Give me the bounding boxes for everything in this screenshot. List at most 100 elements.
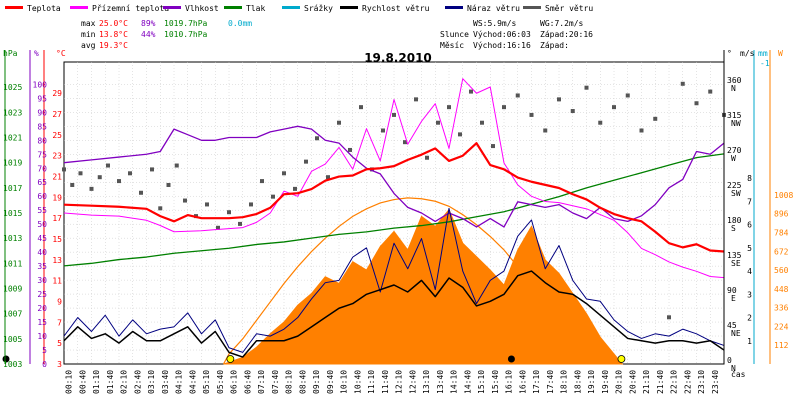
tick-direction-name: N [731,364,736,373]
tick-direction-name: SE [731,259,741,268]
solar-theoretical-line [222,197,623,365]
tick-percent: 40 [37,248,47,257]
wind-direction-point [174,163,179,168]
wind-direction-point [326,175,330,180]
moon-set: Západ: [540,41,569,50]
stat-min-hum: 44% [141,30,156,39]
tick-time: 13:40 [436,370,445,394]
tick-direction: 45 [727,321,737,330]
tick-direction: 270 [727,146,742,155]
wind-direction-point [570,109,575,114]
tick-hpa: 1025 [3,83,22,92]
tick-time: 00:10 [65,370,74,394]
temperature-line [63,142,725,253]
wind-direction-point [480,120,484,125]
axis-label-direction: ° [727,49,732,58]
tick-temp: 5 [57,339,62,348]
stats-panel: max 25.0°C 89% 1019.7hPa 0.0mm min 13.8°C 44% 10… [81,19,593,50]
tick-direction-name: S [731,224,736,233]
wind-direction-point [667,315,671,320]
tick-time: 07:10 [257,370,266,394]
tick-temp: 21 [52,173,62,182]
legend-swatch-rychlost [340,6,358,9]
tick-percent: 50 [37,220,47,229]
tick-time: 17:10 [532,370,541,394]
tick-temp: 15 [52,235,62,244]
tick-hpa: 1015 [3,209,22,218]
tick-time: 07:40 [271,370,280,394]
tick-hpa: 1013 [3,234,22,243]
legend-swatch-teplota [5,6,23,9]
tick-hpa: 1019 [3,159,22,168]
wind-direction-point [293,186,297,191]
tick-ms: 6 [747,221,752,230]
tick-percent: 10 [37,332,47,341]
wind-direction-point [117,179,121,184]
tick-direction-name: E [731,294,736,303]
tick-percent: 75 [37,150,47,159]
wind-direction-point [227,210,231,215]
wind-direction-point [414,97,418,102]
tick-temp: 27 [52,110,62,119]
wind-direction-point [694,101,699,106]
tick-time: 02:10 [120,370,129,394]
tick-direction-name: N [731,84,736,93]
legend-label-smer: Směr větru [545,4,593,13]
tick-time: 15:10 [477,370,486,394]
tick-temp: 29 [52,89,62,98]
wind-direction-point [260,179,264,184]
stat-max-press: 1019.7hPa [164,19,208,28]
wind-direction-point [271,194,275,199]
moon-marker-left [2,355,10,363]
tick-w: 896 [774,210,789,219]
tick-time: 00:40 [78,370,87,394]
wind-direction-point [62,167,66,172]
tick-time: 11:10 [367,370,376,394]
wind-direction-point [304,159,308,164]
tick-hpa: 1009 [3,285,22,294]
tick-percent: 65 [37,178,47,187]
tick-ms: 5 [747,244,752,253]
wind-direction-point [502,105,506,110]
tick-time: 20:40 [628,370,637,394]
wind-direction-point [403,140,407,145]
wind-direction-point [89,186,94,191]
tick-time: 15:40 [491,370,500,394]
tick-time: 08:40 [298,370,307,394]
tick-time: 05:40 [216,370,225,394]
wind-direction-point [348,147,352,152]
wind-direction-point [205,202,209,207]
wind-direction-point [529,112,534,117]
tick-direction: 180 [727,216,742,225]
pressure-line [63,153,725,267]
solar-area [223,208,624,365]
tick-w: 336 [774,304,789,313]
tick-time: 12:10 [395,370,404,394]
tick-time: 08:10 [285,370,294,394]
tick-time: 23:40 [711,370,720,394]
wind-direction-point [708,89,713,94]
stat-max-rain: 0.0mm [228,19,252,28]
tick-temp: 23 [52,152,62,161]
stat-max-temp: 25.0°C [99,19,128,28]
stat-min-label: min [81,30,96,39]
tick-percent: 95 [37,94,47,103]
wind-wg: WG:7.2m/s [540,19,584,28]
wind-direction-point [359,105,363,110]
axis-label-w: W [778,49,783,58]
tick-time: 12:40 [408,370,417,394]
wind-direction-point [70,182,75,187]
tick-percent: 70 [37,164,47,173]
tick-time: 13:10 [422,370,431,394]
tick-temp: 3 [57,360,62,369]
wind-direction-point [653,116,658,121]
tick-time: 22:40 [683,370,692,394]
tick-w: 784 [774,228,789,237]
axis-label-time: čas [731,369,746,379]
tick-percent: 60 [37,192,47,201]
wind-direction-point [458,132,462,137]
tick-percent: 15 [37,318,47,327]
wind-direction-point [166,182,171,187]
wind-direction-point [183,198,187,203]
legend-label-tlak: Tlak [246,4,265,13]
